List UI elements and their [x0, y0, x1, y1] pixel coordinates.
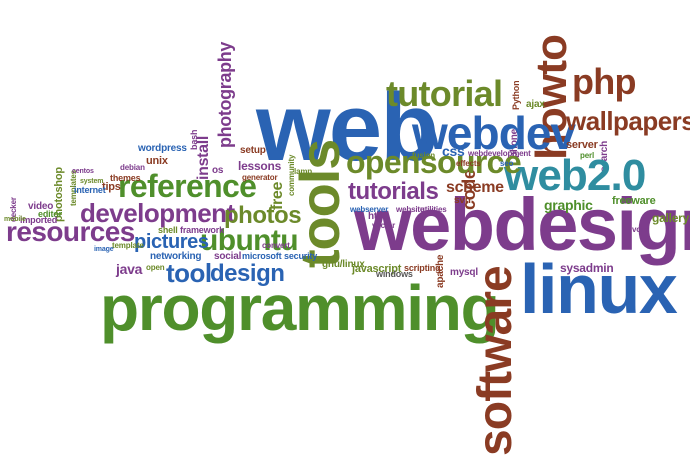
word-ubuntu: ubuntu	[200, 224, 299, 257]
word-php: php	[572, 61, 637, 102]
word-javascript: javascript	[352, 263, 402, 275]
word-fusion: fusion	[412, 151, 436, 160]
word-webdesign: webdesign	[354, 183, 690, 266]
word-system: system	[80, 178, 104, 185]
word-programming: programming	[100, 272, 500, 344]
word-security: security	[284, 251, 318, 261]
word-website: website	[396, 205, 425, 214]
word-howto: webdev	[412, 107, 576, 159]
word-webdevelopment: webdevelopment	[468, 149, 531, 158]
word-debian: debian	[120, 163, 145, 172]
word-bash: wordpress	[138, 143, 187, 154]
word-editor: editor	[38, 209, 62, 219]
word-sysadmin: sysadmin	[560, 261, 614, 275]
word-tips: tips	[102, 181, 121, 193]
word-video: video	[28, 201, 54, 212]
word-os: os	[212, 165, 224, 176]
word-photography: photography	[215, 41, 235, 148]
word-phone: server	[566, 139, 598, 151]
word-resources: resources	[6, 216, 135, 247]
word-centos: centos	[72, 168, 94, 175]
word-scripting: scripting	[404, 263, 441, 273]
word-opensource: opensource	[346, 144, 522, 180]
word-open: open	[146, 263, 165, 272]
word-windows: windows	[376, 269, 413, 279]
word-svn: svn	[454, 195, 471, 206]
word-wordpress: bash	[189, 129, 199, 150]
word-webserver: webserver	[350, 205, 389, 214]
word-tutorial: tutorial	[386, 73, 503, 114]
word-java: java	[116, 261, 143, 277]
word-shell: shell	[158, 225, 178, 235]
word-gnulinux: gnu/linux	[322, 259, 365, 270]
word-social: social	[214, 251, 242, 262]
word-software: software	[469, 266, 522, 456]
word-tutorials: tutorials	[348, 178, 439, 205]
word-scheme: scheme	[446, 179, 504, 196]
word-ajax: ajax	[526, 99, 545, 110]
word-perl: perl	[580, 151, 595, 160]
word-tool: tool	[166, 258, 212, 288]
word-microsoft: microsoft	[242, 251, 282, 261]
word-wallpapers: wallpapers	[566, 106, 690, 136]
word-gallery: gallery	[652, 211, 690, 225]
word-themes: themes	[110, 173, 141, 183]
word-design: design	[210, 260, 285, 287]
word-freeware: freeware	[612, 195, 656, 207]
word-framework: framework	[180, 225, 224, 235]
word-web20: web2.0	[504, 151, 646, 200]
word-development: development	[80, 198, 235, 228]
word-python: Python	[511, 80, 521, 110]
word-lessons: lessons	[238, 159, 282, 173]
word-internet: internet	[74, 185, 106, 195]
word-mysql: mysql	[450, 267, 478, 278]
word-image: image	[94, 246, 114, 253]
word-reference: reference	[118, 168, 257, 204]
word-lamp: lamp	[294, 167, 313, 176]
word-photos: photos	[224, 202, 302, 229]
word-convert: convert	[262, 241, 290, 250]
word-html: html	[368, 211, 389, 222]
word-seo: seo	[500, 159, 514, 168]
word-web: web	[256, 74, 439, 181]
word-pictures: pictures	[134, 231, 209, 253]
word-css: css	[442, 143, 465, 159]
word-generator: generator	[242, 173, 278, 182]
word-template: template	[112, 241, 144, 250]
word-unix: unix	[146, 155, 168, 167]
word-vector: vector	[372, 221, 396, 230]
word-graphic: graphic	[544, 197, 593, 213]
word-linux: linux	[520, 250, 678, 328]
word-voip: voip	[632, 225, 648, 234]
word-mobile: mobile	[4, 216, 26, 223]
word-effects: effects	[456, 159, 481, 168]
word-setup: setup	[240, 145, 266, 156]
word-utilities: utilities	[420, 205, 447, 214]
word-imported: imported	[20, 215, 58, 225]
word-networking: networking	[150, 251, 202, 262]
